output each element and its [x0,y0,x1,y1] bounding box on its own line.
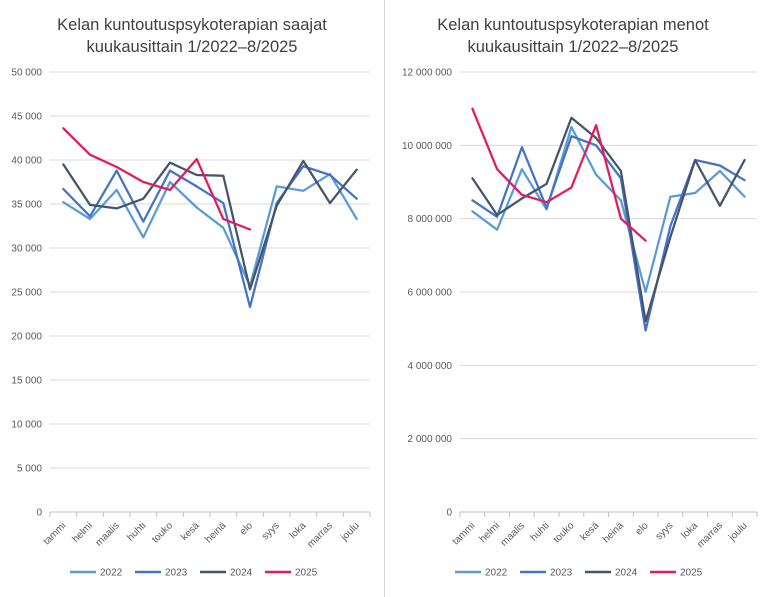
y-tick-label: 10 000 [11,420,42,431]
x-tick-label: kesä [179,520,202,543]
x-tick-label: elo [634,520,652,538]
legend-label-2023: 2023 [165,568,188,579]
series-line-2024 [62,159,358,291]
y-tick-label: 2 000 000 [408,434,453,445]
legend-label-2022: 2022 [100,568,123,579]
x-tick-label: maalis [94,520,122,548]
y-tick-label: 40 000 [11,156,42,167]
x-tick-label: marras [695,520,725,550]
chart-title-line: kuukausittain 1/2022–8/2025 [467,38,678,56]
y-tick-label: 8 000 000 [408,214,453,225]
legend-label-2024: 2024 [230,568,253,579]
x-tick-label: loka [288,520,309,541]
chart-title-line: kuukausittain 1/2022–8/2025 [86,38,297,56]
series-line-2025 [62,127,252,231]
y-tick-label: 6 000 000 [408,288,453,299]
x-tick-label: heinä [601,520,626,545]
series-line-2023 [471,135,746,332]
x-tick-label: helmi [70,520,95,545]
x-tick-label: marras [305,520,335,550]
series-line-2022 [62,172,358,287]
y-tick-label: 0 [36,508,42,519]
y-tick-label: 50 000 [11,68,42,79]
x-tick-label: joulu [726,520,749,543]
y-tick-label: 45 000 [11,112,42,123]
legend-label-2022: 2022 [485,568,508,579]
chart-title-line: Kelan kuntoutuspsykoterapian saajat [57,16,327,34]
x-tick-label: touko [150,520,175,545]
y-tick-label: 4 000 000 [408,361,453,372]
series-line-2024 [471,116,746,323]
y-tick-label: 12 000 000 [402,68,452,79]
x-tick-label: joulu [338,520,361,543]
y-tick-label: 15 000 [11,376,42,387]
x-tick-label: tammi [450,520,477,547]
legend-label-2023: 2023 [550,568,573,579]
y-tick-label: 0 [446,508,452,519]
chart-saajat: Kelan kuntoutuspsykoterapian saajat kuuka… [11,16,371,579]
x-tick-label: maalis [499,520,527,548]
x-tick-label: heinä [203,520,228,545]
series-line-2025 [471,107,647,242]
legend-label-2024: 2024 [615,568,638,579]
y-tick-label: 10 000 000 [402,141,452,152]
x-tick-label: loka [679,520,700,541]
chart-panel-menot: Kelan kuntoutuspsykoterapian menot kuukau… [385,0,771,597]
legend-label-2025: 2025 [295,568,318,579]
x-tick-label: huhti [125,520,148,543]
x-tick-label: huhti [529,520,552,543]
chart-panel-saajat: Kelan kuntoutuspsykoterapian saajat kuuka… [0,0,385,597]
y-tick-label: 5 000 [17,464,42,475]
series-line-2022 [471,125,746,294]
x-tick-label: touko [551,520,576,545]
y-tick-label: 20 000 [11,332,42,343]
y-tick-label: 25 000 [11,288,42,299]
x-tick-label: kesä [579,520,602,543]
chart-menot: Kelan kuntoutuspsykoterapian menot kuukau… [402,16,758,579]
chart-title-line: Kelan kuntoutuspsykoterapian menot [437,16,709,34]
legend-label-2025: 2025 [680,568,703,579]
y-tick-label: 30 000 [11,244,42,255]
x-tick-label: syys [654,520,676,542]
x-tick-label: tammi [41,520,68,547]
y-tick-label: 35 000 [11,200,42,211]
x-tick-label: elo [238,520,256,538]
x-tick-label: syys [260,520,282,542]
